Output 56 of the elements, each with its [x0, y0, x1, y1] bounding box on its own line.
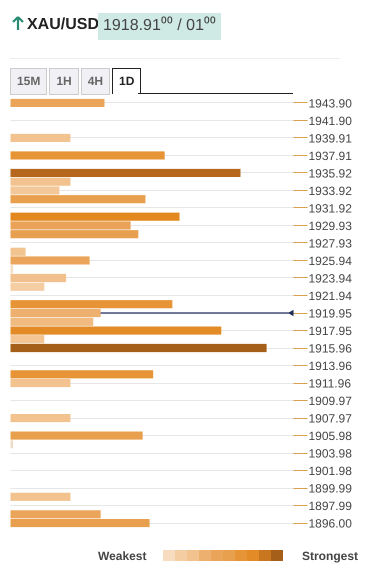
y-tick-label: 1915.96 — [308, 342, 352, 356]
y-tick-label: 1939.91 — [308, 131, 352, 146]
bar — [10, 335, 44, 344]
bar — [10, 440, 14, 448]
text: 15M — [10, 68, 48, 96]
y-tick-label: 1937.91 — [308, 148, 352, 163]
y-tick-label: 1929.93 — [308, 218, 352, 233]
bar — [10, 212, 180, 221]
y-tick-label: 1921.94 — [308, 289, 352, 304]
text: 4H — [80, 68, 110, 96]
bar — [10, 379, 70, 388]
bar — [10, 282, 44, 291]
bar — [10, 134, 70, 142]
bar — [10, 265, 14, 274]
bar — [10, 195, 146, 204]
chart-title: XAU/USD — [26, 15, 100, 35]
y-tick-label: 1925.94 — [308, 254, 352, 268]
y-tick-label: 1905.98 — [308, 429, 352, 444]
y-tick-label: 1927.93 — [308, 236, 352, 250]
y-tick-label: 1913.96 — [308, 359, 352, 374]
bar — [10, 326, 222, 335]
bar — [10, 431, 143, 440]
y-tick-label: 1911.96 — [308, 376, 352, 391]
bar — [10, 492, 70, 501]
y-tick-label: 1899.99 — [308, 482, 352, 496]
y-tick-label: 1933.92 — [308, 184, 352, 198]
bar — [10, 370, 154, 378]
text: Weakest — [98, 548, 146, 565]
y-tick-label: 1907.97 — [308, 412, 352, 426]
bar — [10, 274, 66, 282]
y-tick-label: 1901.98 — [308, 464, 352, 478]
y-tick-label: 1909.97 — [308, 394, 352, 408]
bar — [10, 300, 172, 308]
y-tick-label: 1931.92 — [308, 201, 352, 216]
bar — [10, 151, 165, 160]
y-tick-label: 1919.95 — [308, 306, 352, 320]
bar — [10, 168, 240, 177]
bar — [10, 256, 90, 265]
y-tick-label: 1941.90 — [308, 114, 352, 128]
text: Strongest — [302, 548, 358, 565]
y-tick-label: 1923.94 — [308, 271, 352, 286]
bar — [10, 308, 101, 318]
bar — [10, 344, 267, 352]
y-tick-label: 1917.95 — [308, 324, 352, 338]
bar — [10, 318, 94, 326]
y-tick-label: 1935.92 — [308, 166, 352, 180]
y-tick-label: 1943.90 — [308, 96, 352, 110]
chart-subtitle: 1918.91⁰⁰ / 01⁰⁰ — [98, 13, 221, 40]
y-tick-label: 1897.99 — [308, 499, 352, 514]
y-tick-label: 1896.00 — [308, 516, 352, 531]
text: 1H — [49, 68, 79, 96]
text: 1D — [112, 68, 142, 94]
bar — [10, 248, 26, 256]
y-tick-label: 1903.98 — [308, 446, 352, 461]
bar — [10, 98, 104, 107]
bar — [10, 414, 70, 422]
